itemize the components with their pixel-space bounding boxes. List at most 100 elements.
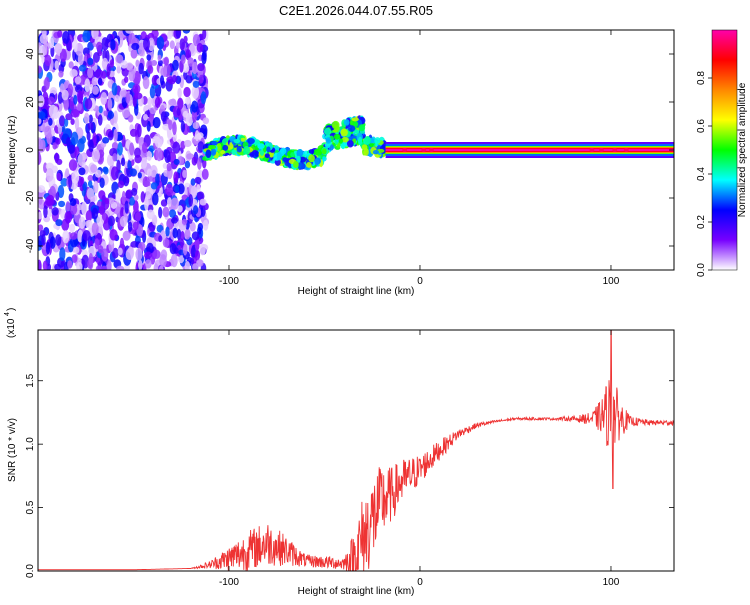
noise-blob <box>38 211 42 220</box>
noise-blob <box>87 57 94 66</box>
noise-blob <box>87 174 94 182</box>
noise-blob <box>51 207 59 216</box>
noise-blob <box>176 107 181 116</box>
noise-blob <box>57 91 63 104</box>
noise-blob <box>150 182 158 190</box>
colorbar-gradient <box>711 29 738 271</box>
noise-blob <box>87 180 93 188</box>
snr-series-line <box>38 330 674 571</box>
noise-blob <box>150 60 158 67</box>
noise-blob <box>127 114 134 123</box>
noise-blob <box>182 243 188 256</box>
scatter-blob <box>341 136 349 143</box>
y-tick-label: -20 <box>25 190 36 205</box>
scatter-blob <box>357 136 363 146</box>
scatter-blob <box>340 128 348 137</box>
scatter-blob <box>222 144 229 151</box>
noise-blob <box>162 64 168 78</box>
scatter-blob <box>323 127 332 136</box>
noise-blob <box>124 76 129 84</box>
noise-blob <box>44 125 52 139</box>
scatter-blob <box>257 143 265 150</box>
snr-scale-exp: 4 <box>4 312 11 316</box>
noise-blob <box>82 230 91 241</box>
spectrogram-y-label: Frequency (Hz) <box>7 116 18 185</box>
scatter-blob <box>205 149 212 159</box>
noise-blob <box>191 61 198 75</box>
noise-blob <box>147 37 155 52</box>
noise-blob <box>73 94 78 105</box>
noise-blob <box>60 178 69 187</box>
noise-blob <box>104 197 110 205</box>
noise-blob <box>74 116 80 131</box>
noise-blob <box>152 249 161 259</box>
snr-x-ticks: -100 0 100 <box>219 330 620 588</box>
colorbar: 0.0 0.2 0.4 0.6 0.8 Normalized spectral ampl… <box>696 29 748 277</box>
noise-blob <box>71 171 80 185</box>
noise-blob <box>113 110 118 124</box>
x-tick-label: 100 <box>603 577 620 588</box>
noise-blob <box>170 217 178 224</box>
noise-blob <box>165 226 170 237</box>
noise-blob <box>162 123 170 131</box>
scatter-blob <box>308 149 315 154</box>
noise-blob <box>69 223 76 233</box>
noise-blob <box>180 230 185 241</box>
line-spot <box>421 148 427 152</box>
noise-blob <box>83 112 90 124</box>
scatter-blob <box>333 133 341 140</box>
snr-frame <box>37 329 675 572</box>
noise-blob <box>144 251 152 259</box>
noise-blob <box>125 190 133 199</box>
scatter-blob <box>290 152 295 158</box>
noise-blob <box>166 162 172 172</box>
noise-blob <box>56 158 63 166</box>
noise-blob <box>68 159 78 171</box>
scatter-blob <box>264 153 270 159</box>
line-spot <box>612 148 618 152</box>
noise-blob <box>197 62 205 72</box>
scatter-blob <box>321 148 327 155</box>
y-tick-label: -40 <box>25 238 36 253</box>
noise-blob <box>165 183 174 196</box>
noise-blob <box>49 236 56 249</box>
noise-blob <box>140 191 146 203</box>
noise-blob <box>185 112 194 127</box>
noise-blob <box>197 222 204 231</box>
noise-blob <box>101 265 108 270</box>
noise-blob <box>172 121 177 136</box>
noise-blob <box>103 110 108 117</box>
snr-panel: -100 0 100 0.0 0.5 1.0 1.5 Height of straight… <box>4 308 675 597</box>
noise-blob <box>74 246 80 254</box>
scatter-blob <box>372 150 379 155</box>
spectrogram-x-ticks: -100 0 100 <box>219 30 620 287</box>
noise-blob <box>200 91 207 105</box>
y-tick-label: 0 <box>25 147 36 153</box>
noise-blob <box>54 60 60 70</box>
noise-blob <box>47 96 55 106</box>
noise-blob <box>77 153 86 167</box>
scatter-blob <box>325 137 332 144</box>
noise-blob <box>140 216 145 228</box>
noise-blob <box>159 254 167 268</box>
noise-blob <box>84 98 93 110</box>
line-spot <box>623 148 629 152</box>
noise-blob <box>131 187 138 196</box>
line-spot <box>402 148 408 152</box>
noise-blob <box>81 201 88 216</box>
noise-blob <box>116 65 121 74</box>
scatter-blob <box>343 119 350 126</box>
noise-blob <box>199 198 207 206</box>
noise-blob <box>168 98 177 106</box>
noise-blob <box>70 131 79 145</box>
noise-blob <box>146 150 153 161</box>
noise-blob <box>120 60 128 69</box>
noise-blob <box>54 263 62 270</box>
scatter-blob <box>306 161 312 168</box>
noise-blob <box>94 238 100 250</box>
noise-blob <box>157 54 162 62</box>
noise-blob <box>192 263 199 270</box>
noise-blob <box>162 206 170 218</box>
snr-x-label: Height of straight line (km) <box>298 586 415 597</box>
